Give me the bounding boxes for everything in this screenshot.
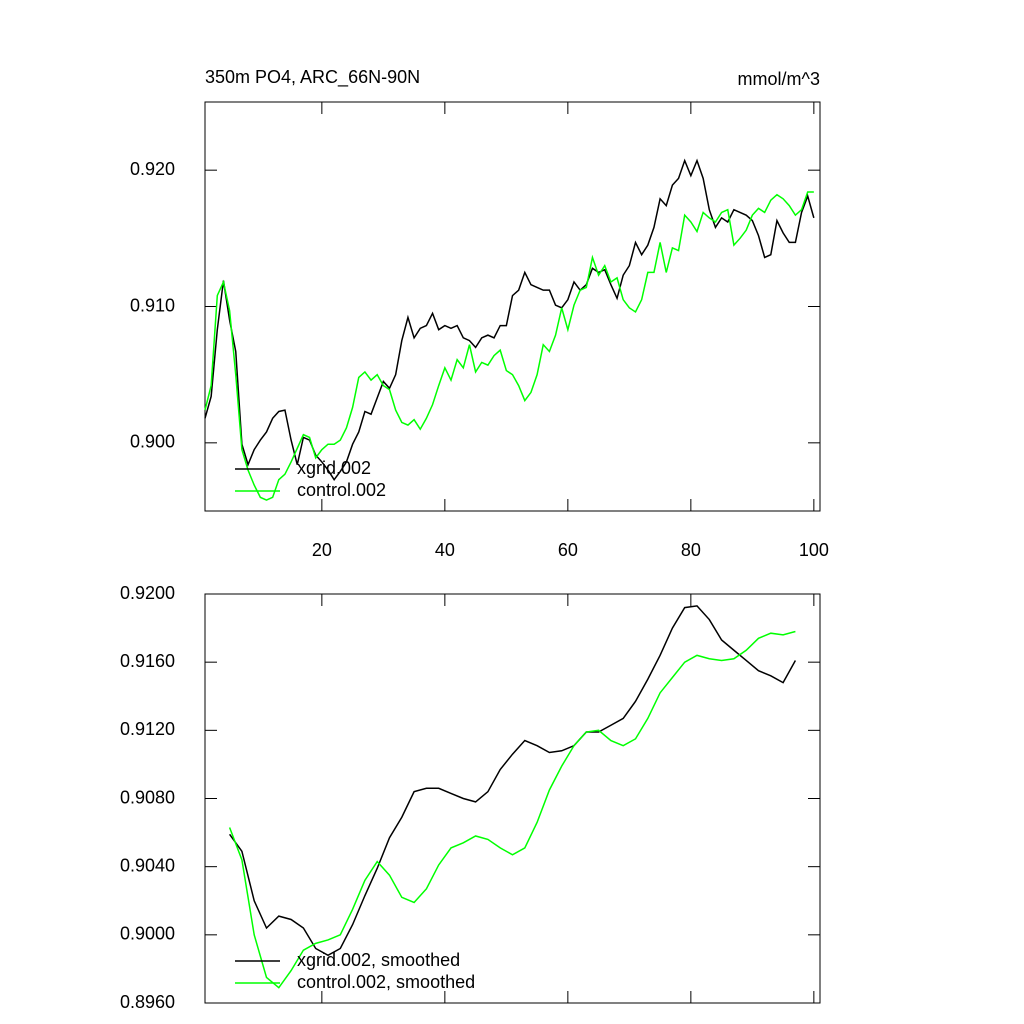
legend-label: xgrid.002 [297, 458, 371, 478]
x-tick-label: 20 [312, 540, 332, 560]
legend-label: xgrid.002, smoothed [297, 950, 460, 970]
x-tick-label: 40 [435, 540, 455, 560]
legend-label: control.002 [297, 480, 386, 500]
data-line [204, 191, 814, 501]
y-tick-label: 0.9160 [120, 651, 175, 671]
data-line [228, 630, 796, 989]
x-tick-label: 80 [681, 540, 701, 560]
y-tick-label: 0.9040 [120, 855, 175, 875]
x-tick-label: 60 [558, 540, 578, 560]
data-line [228, 605, 797, 957]
plot-frame [204, 593, 821, 1004]
y-tick-label: 0.920 [130, 159, 175, 179]
units-label: mmol/m^3 [738, 69, 820, 89]
legend-label: control.002, smoothed [297, 972, 475, 992]
y-tick-label: 0.9080 [120, 787, 175, 807]
y-tick-label: 0.8960 [120, 992, 175, 1012]
chart-title: 350m PO4, ARC_66N-90N [205, 67, 420, 88]
y-tick-label: 0.9200 [120, 583, 175, 603]
y-tick-label: 0.9120 [120, 719, 175, 739]
data-line [204, 158, 815, 481]
y-tick-label: 0.910 [130, 295, 175, 315]
x-tick-label: 100 [799, 540, 829, 560]
y-tick-label: 0.9000 [120, 924, 175, 944]
y-tick-label: 0.900 [130, 432, 175, 452]
